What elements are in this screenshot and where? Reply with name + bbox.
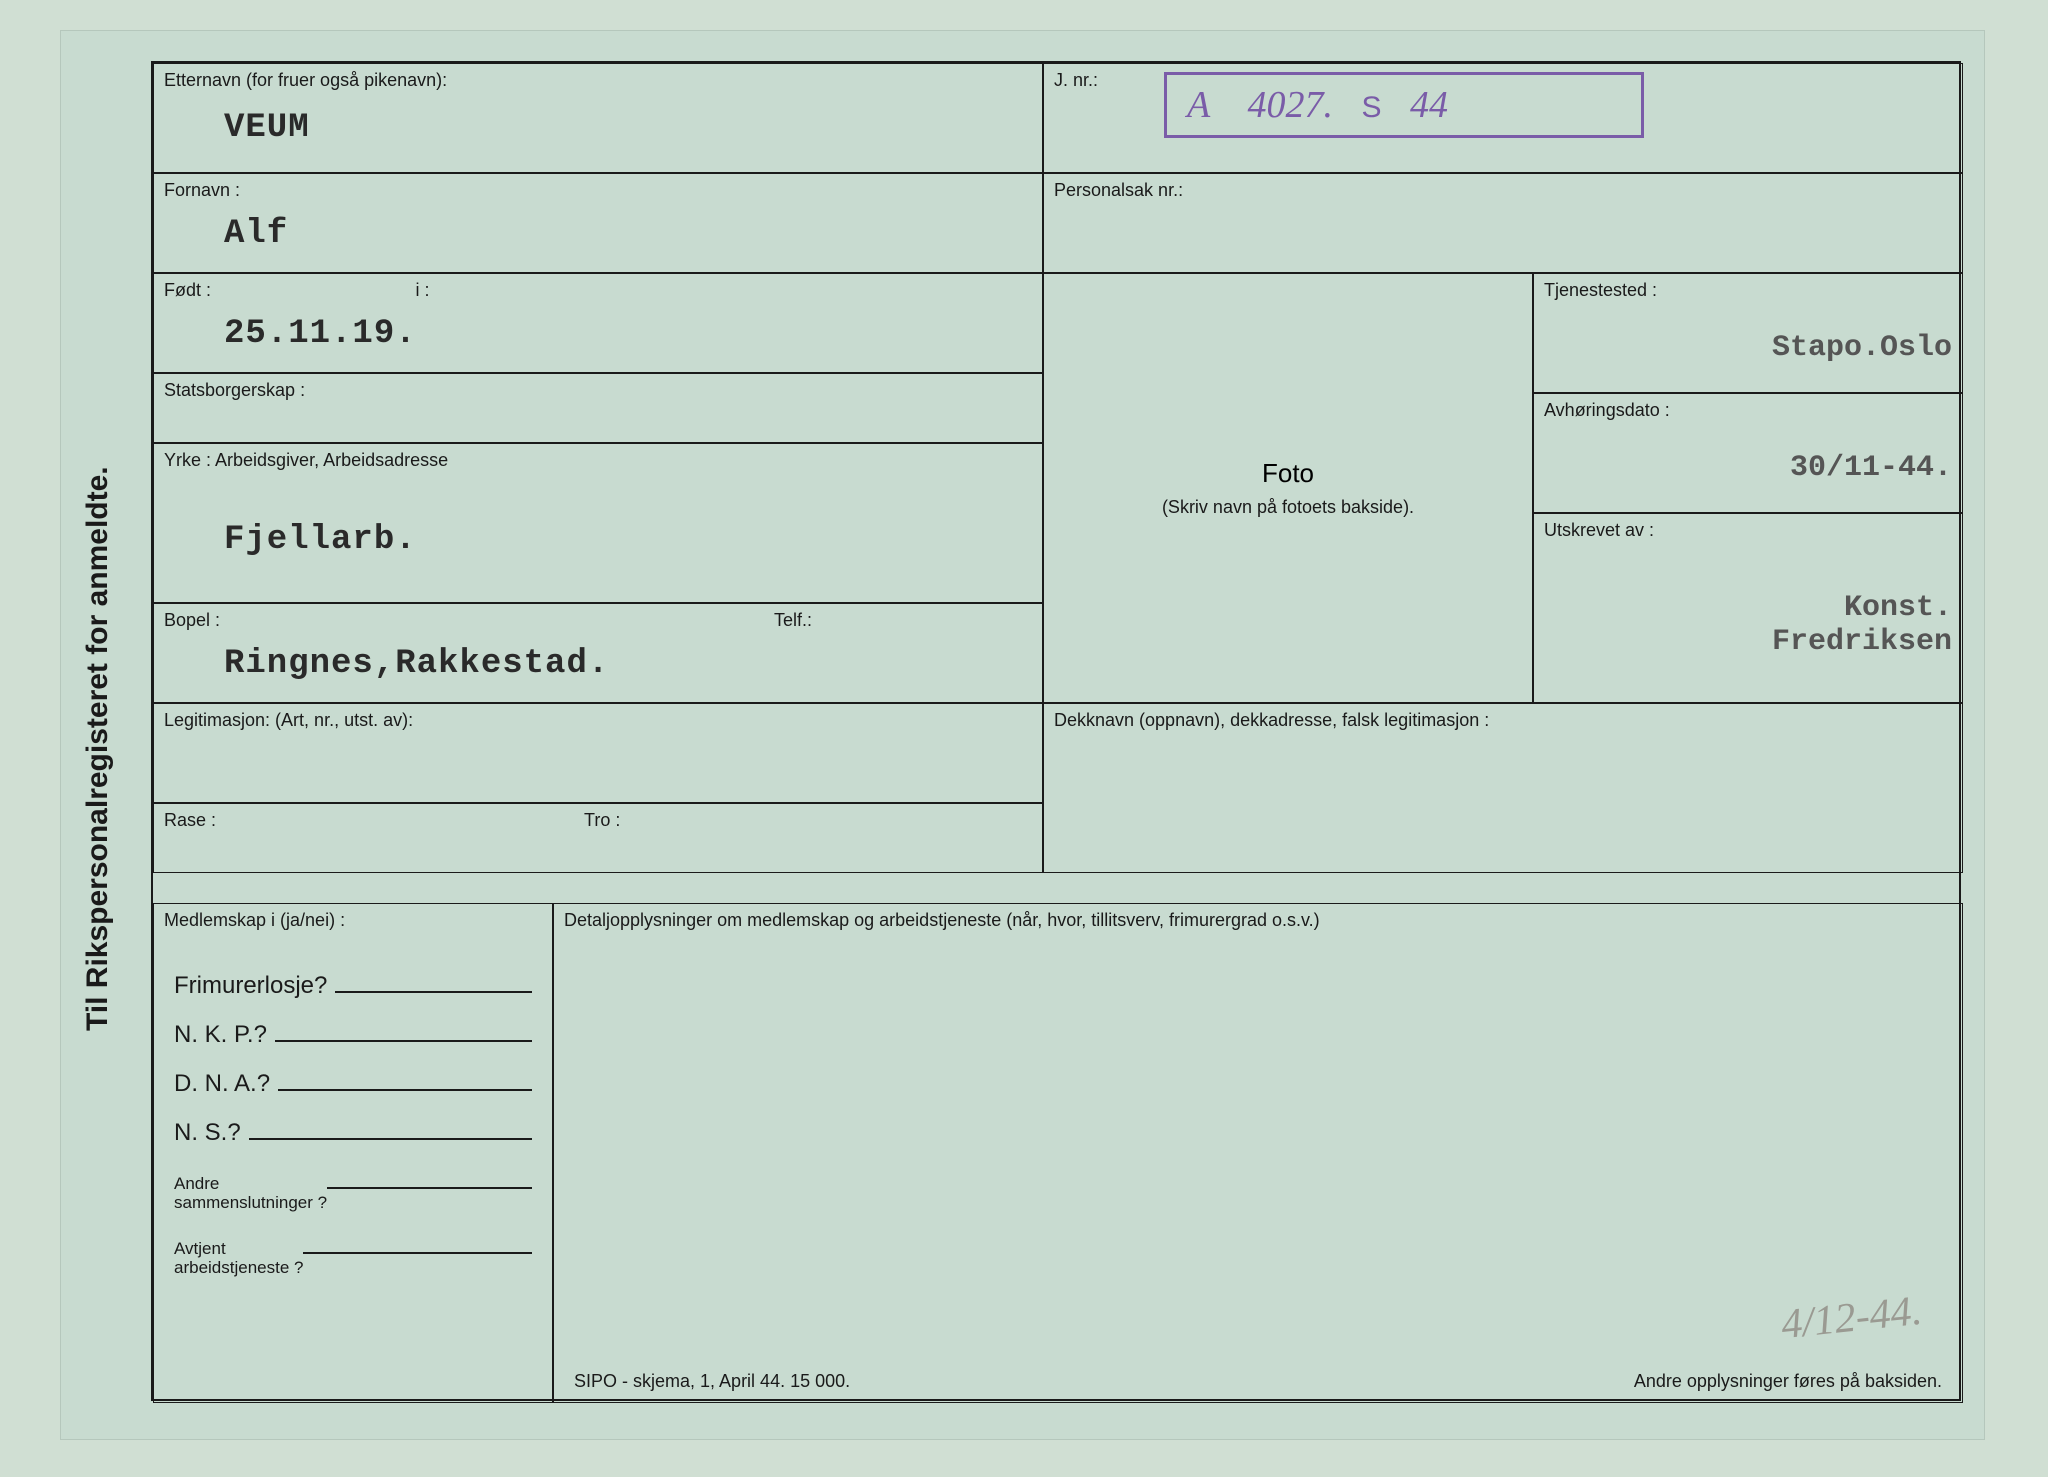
uline-avtjent — [303, 1230, 532, 1254]
label-andre-sammen: Andre sammenslutninger ? — [174, 1175, 327, 1212]
label-utskrevet: Utskrevet av : — [1544, 520, 1952, 541]
membership-item-label: Frimurerlosje? — [174, 972, 327, 1000]
label-rase: Rase : — [164, 810, 216, 830]
value-fornavn: Alf — [224, 215, 1032, 253]
value-utskrevet2: Fredriksen — [1544, 625, 1952, 659]
field-fornavn: Fornavn : Alf — [153, 173, 1043, 273]
label-avtjent: Avtjent arbeidstjeneste ? — [174, 1240, 303, 1277]
membership-box: Frimurerlosje? N. K. P.? D. N. A.? N. S.? A… — [153, 953, 553, 1403]
field-etternavn: Etternavn (for fruer også pikenavn): VEU… — [153, 63, 1043, 173]
stamp-box: A 4027. S 44 — [1164, 72, 1644, 138]
membership-item-underline — [249, 1116, 532, 1140]
membership-item-underline — [275, 1018, 532, 1042]
field-tjenestested: Tjenestested : Stapo.Oslo — [1533, 273, 1963, 393]
label-statsborgerskap: Statsborgerskap : — [164, 380, 1032, 401]
label-personalsak: Personalsak nr.: — [1054, 180, 1952, 201]
membership-item: N. S.? — [174, 1116, 532, 1147]
membership-item-underline — [335, 969, 532, 993]
vertical-title: Til Rikspersonalregisteret for anmeldte. — [81, 466, 115, 1031]
value-etternavn: VEUM — [224, 109, 1032, 147]
value-bopel: Ringnes,Rakkestad. — [224, 645, 1032, 683]
registry-card: Til Rikspersonalregisteret for anmeldte.… — [60, 30, 1985, 1440]
field-bopel: Bopel : Telf.: Ringnes,Rakkestad. — [153, 603, 1043, 703]
field-avhoringsdato: Avhøringsdato : 30/11-44. — [1533, 393, 1963, 513]
pencil-note: 4/12-44. — [1779, 1287, 1924, 1349]
foto-title: Foto — [1262, 458, 1314, 489]
stamp-suffix-value: 44 — [1410, 84, 1448, 126]
field-legitimasjon: Legitimasjon: (Art, nr., utst. av): — [153, 703, 1043, 803]
label-tro: Tro : — [584, 810, 620, 831]
footer-right: Andre opplysninger føres på baksiden. — [1634, 1371, 1942, 1392]
field-dekknavn: Dekknavn (oppnavn), dekkadresse, falsk l… — [1043, 703, 1963, 873]
field-fodt: Født : i : 25.11.19. — [153, 273, 1043, 373]
label-detaljopp: Detaljopplysninger om medlemskap og arbe… — [564, 910, 1952, 931]
label-tjenestested: Tjenestested : — [1544, 280, 1952, 301]
membership-item: Frimurerlosje? — [174, 969, 532, 1000]
field-rase-tro: Rase : Tro : — [153, 803, 1043, 873]
field-yrke: Yrke : Arbeidsgiver, Arbeidsadresse Fjel… — [153, 443, 1043, 603]
label-dekknavn: Dekknavn (oppnavn), dekkadresse, falsk l… — [1054, 710, 1952, 731]
uline-andre — [327, 1165, 532, 1189]
membership-item-label: D. N. A.? — [174, 1070, 270, 1098]
stamp-suffix-label: S — [1362, 91, 1382, 124]
footer-sipo: SIPO - skjema, 1, April 44. 15 000. — [574, 1371, 850, 1392]
label-avhoringsdato: Avhøringsdato : — [1544, 400, 1952, 421]
membership-item: N. K. P.? — [174, 1018, 532, 1049]
field-medlemskap-header: Medlemskap i (ja/nei) : — [153, 903, 553, 953]
value-utskrevet1: Konst. — [1544, 591, 1952, 625]
foto-subtitle: (Skriv navn på fotoets bakside). — [1162, 497, 1414, 518]
field-detaljopp: Detaljopplysninger om medlemskap og arbe… — [553, 903, 1963, 1403]
label-medlemskap: Medlemskap i (ja/nei) : — [164, 910, 542, 931]
field-statsborgerskap: Statsborgerskap : — [153, 373, 1043, 443]
stamp-number: 4027. — [1248, 84, 1334, 126]
membership-item-label: N. K. P.? — [174, 1021, 267, 1049]
field-utskrevet: Utskrevet av : Konst. Fredriksen — [1533, 513, 1963, 703]
andre-sammen-line: Andre sammenslutninger ? — [174, 1165, 532, 1212]
value-fodt: 25.11.19. — [224, 315, 1032, 353]
label-fornavn: Fornavn : — [164, 180, 1032, 201]
label-bopel: Bopel : — [164, 610, 220, 630]
membership-item-underline — [278, 1067, 532, 1091]
avtjent-line: Avtjent arbeidstjeneste ? — [174, 1230, 532, 1277]
stamp-prefix: A — [1187, 84, 1210, 126]
field-foto: Foto (Skriv navn på fotoets bakside). — [1043, 273, 1533, 703]
field-jnr: J. nr.: A 4027. S 44 — [1043, 63, 1963, 173]
label-yrke: Yrke : Arbeidsgiver, Arbeidsadresse — [164, 450, 1032, 471]
label-telf: Telf.: — [774, 610, 812, 631]
label-legitimasjon: Legitimasjon: (Art, nr., utst. av): — [164, 710, 1032, 731]
field-personalsak: Personalsak nr.: — [1043, 173, 1963, 273]
label-etternavn: Etternavn (for fruer også pikenavn): — [164, 70, 1032, 91]
label-fodt: Født : — [164, 280, 211, 300]
membership-item: D. N. A.? — [174, 1067, 532, 1098]
value-avhoringsdato: 30/11-44. — [1544, 451, 1952, 485]
value-yrke: Fjellarb. — [224, 521, 1032, 559]
value-tjenestested: Stapo.Oslo — [1544, 331, 1952, 365]
membership-item-label: N. S.? — [174, 1119, 241, 1147]
form-area: Etternavn (for fruer også pikenavn): VEU… — [151, 61, 1961, 1401]
label-fodt-i: i : — [415, 280, 429, 300]
